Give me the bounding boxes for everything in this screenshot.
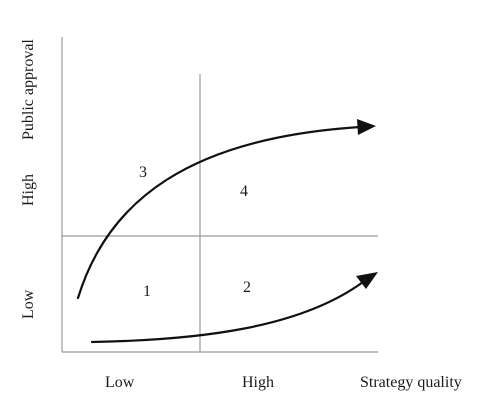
quadrant-1-label: 1 xyxy=(143,283,151,300)
lower-curve-arrow xyxy=(90,280,365,344)
upper-arrowhead xyxy=(357,119,376,135)
x-low-label: Low xyxy=(105,374,135,391)
lower-arrowhead xyxy=(356,272,378,289)
quadrant-2-label: 2 xyxy=(243,279,251,296)
quadrant-4-label: 4 xyxy=(240,183,248,200)
quadrant-3-label: 3 xyxy=(139,164,147,181)
x-high-label: High xyxy=(242,374,274,391)
y-high-label: High xyxy=(20,174,37,206)
x-axis-title: Strategy quality xyxy=(360,374,462,391)
upper-curve-arrow xyxy=(76,125,362,300)
y-low-label: Low xyxy=(20,289,37,319)
y-axis-title: Public approval xyxy=(20,39,37,140)
